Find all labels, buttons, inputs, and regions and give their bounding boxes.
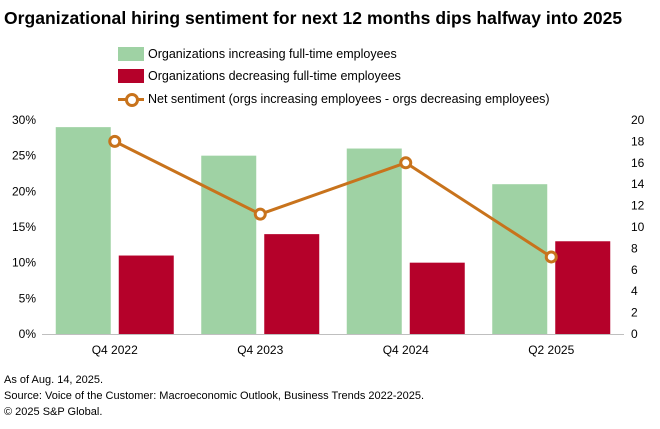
x-tick-label: Q4 2024 <box>383 343 429 357</box>
bar-decreasing <box>264 234 320 334</box>
legend-line-marker <box>125 93 139 107</box>
x-tick-label: Q2 2025 <box>528 343 574 357</box>
y-left-tick-label: 5% <box>19 291 37 305</box>
bar-increasing <box>346 148 402 334</box>
bar-decreasing <box>555 241 611 334</box>
x-tick-label: Q4 2023 <box>237 343 283 357</box>
y-right-tick-label: 16 <box>631 156 645 170</box>
y-left-tick-label: 0% <box>19 327 37 341</box>
y-right-tick-label: 18 <box>631 134 645 148</box>
y-left-tick-label: 30% <box>12 113 36 127</box>
y-left-tick-label: 15% <box>12 220 36 234</box>
y-right-tick-label: 2 <box>631 306 638 320</box>
legend-label-net: Net sentiment (orgs increasing employees… <box>148 92 550 106</box>
net-sentiment-point <box>108 134 122 148</box>
bar-decreasing <box>409 262 465 334</box>
y-right-tick-label: 6 <box>631 263 638 277</box>
x-tick-label: Q4 2022 <box>92 343 138 357</box>
legend-swatch-increasing <box>118 47 144 61</box>
footer-source: Source: Voice of the Customer: Macroecon… <box>4 390 425 402</box>
footer-date: As of Aug. 14, 2025. <box>4 374 104 386</box>
chart-title: Organizational hiring sentiment for next… <box>4 8 623 28</box>
legend-label-decreasing: Organizations decreasing full-time emplo… <box>148 69 401 83</box>
net-sentiment-point <box>544 250 558 264</box>
y-left-tick-label: 25% <box>12 149 36 163</box>
legend-label-increasing: Organizations increasing full-time emplo… <box>148 47 397 61</box>
y-right-tick-label: 8 <box>631 241 638 255</box>
y-right-tick-label: 14 <box>631 177 645 191</box>
legend-item-net: Net sentiment (orgs increasing employees… <box>118 90 550 108</box>
bar-increasing <box>201 155 257 334</box>
y-right-tick-label: 10 <box>631 220 645 234</box>
y-right-tick-label: 20 <box>631 113 645 127</box>
y-right-tick-label: 12 <box>631 199 645 213</box>
net-sentiment-line <box>114 140 553 259</box>
legend-item-increasing: Organizations increasing full-time emplo… <box>118 45 397 63</box>
legend-item-decreasing: Organizations decreasing full-time emplo… <box>118 67 401 85</box>
footer-copyright: © 2025 S&P Global. <box>4 406 103 418</box>
y-left-tick-label: 10% <box>12 256 36 270</box>
bar-decreasing <box>118 255 174 334</box>
y-right-tick-label: 4 <box>631 284 638 298</box>
legend-line-net <box>118 92 144 107</box>
legend-swatch-decreasing <box>118 69 144 83</box>
bar-increasing <box>55 127 111 334</box>
y-right-tick-label: 0 <box>631 327 638 341</box>
bar-increasing <box>492 184 548 334</box>
net-sentiment-point <box>253 207 267 221</box>
y-left-tick-label: 20% <box>12 184 36 198</box>
net-sentiment-point <box>399 156 413 170</box>
